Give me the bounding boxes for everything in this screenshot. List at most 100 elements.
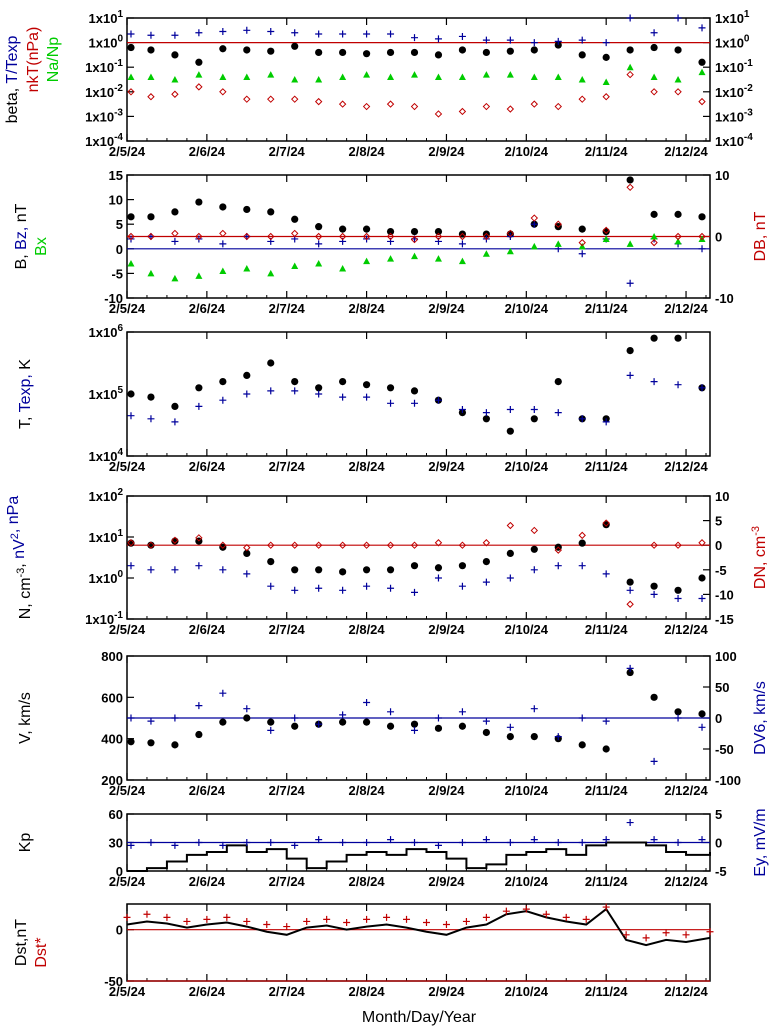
x-tick-label: 2/9/24 [428, 984, 465, 999]
data-point [339, 225, 347, 233]
data-point [434, 396, 442, 404]
data-point [602, 745, 610, 753]
data-point [482, 409, 490, 417]
data-point [458, 406, 466, 413]
data-point [650, 590, 658, 598]
y-tick-label: 30 [109, 836, 123, 851]
data-point [387, 836, 395, 844]
data-point [650, 43, 658, 52]
data-point [578, 225, 586, 233]
data-point [386, 384, 395, 392]
data-point [482, 728, 490, 737]
data-point [219, 45, 227, 53]
data-point [219, 229, 227, 238]
tick-base: 0 [715, 230, 722, 245]
data-point [482, 232, 491, 241]
data-point [506, 71, 514, 78]
data-point [387, 73, 395, 81]
data-point [338, 100, 347, 108]
data-point [195, 402, 203, 410]
x-tick-label: 2/8/24 [349, 459, 386, 474]
data-point [243, 570, 251, 578]
data-point [650, 29, 658, 37]
x-tick-label: 2/11/24 [585, 984, 628, 999]
series-na_np [127, 63, 706, 85]
data-point [506, 406, 514, 413]
data-point [674, 237, 682, 245]
y-tick-label: -50 [104, 974, 123, 989]
data-point [674, 839, 682, 846]
data-point [706, 928, 714, 936]
data-point [674, 232, 682, 241]
data-point [147, 717, 155, 725]
data-point [267, 269, 275, 277]
y-tick-label: 1x101 [89, 9, 124, 26]
data-point [403, 915, 411, 923]
data-point [434, 73, 442, 81]
axis-label-superscript: -3 [15, 568, 27, 578]
data-point [602, 78, 610, 85]
data-point [362, 102, 371, 111]
tick-base: 1x10 [715, 134, 744, 149]
data-point [195, 272, 203, 279]
data-point [291, 29, 299, 37]
x-tick-label: 2/6/24 [189, 622, 226, 637]
data-point [315, 566, 323, 574]
data-point [127, 738, 135, 746]
data-point [363, 582, 371, 590]
data-point [127, 412, 135, 420]
data-point [411, 252, 419, 260]
x-tick-label: 2/9/24 [428, 783, 465, 798]
data-point [267, 47, 275, 55]
data-point [163, 913, 171, 921]
data-point [147, 31, 155, 39]
data-point [243, 26, 251, 34]
data-point [434, 51, 443, 59]
tick-exponent: -4 [744, 132, 753, 143]
x-tick-label: 2/7/24 [269, 874, 306, 889]
x-tick-label: 2/10/24 [505, 984, 549, 999]
data-point [127, 232, 135, 241]
data-point [622, 931, 630, 939]
y-tick-label: 1x10-3 [715, 107, 753, 124]
data-point [291, 95, 299, 103]
data-point [434, 227, 443, 236]
plot-frame [126, 495, 711, 620]
data-point [458, 46, 467, 54]
data-point [458, 73, 466, 81]
x-tick-label: 2/11/24 [585, 874, 628, 889]
data-point [554, 220, 562, 228]
data-point [578, 76, 586, 83]
tick-base: 800 [101, 649, 123, 664]
axis-label-part: Na/Np [45, 37, 62, 82]
y-tick-label: -5 [715, 864, 727, 879]
y-tick-label: 1x106 [89, 323, 124, 340]
x-tick-label: 2/8/24 [349, 984, 386, 999]
data-point [147, 73, 155, 81]
data-point [147, 46, 155, 54]
x-tick-label: 2/6/24 [189, 301, 226, 316]
data-point [578, 741, 586, 749]
data-point [542, 910, 550, 918]
data-point [482, 48, 490, 57]
data-point [147, 839, 155, 846]
axis-label-part: T/Texp [4, 36, 21, 84]
axis-label-part: K [17, 359, 34, 370]
data-point [147, 93, 155, 101]
data-point [578, 415, 586, 423]
data-point [674, 76, 682, 83]
y-tick-label: -5 [715, 563, 727, 578]
y-tick-label: 1x10-3 [85, 107, 123, 124]
data-point [362, 566, 371, 574]
data-point [530, 705, 538, 713]
axis-label-part: N, cm [17, 577, 34, 619]
data-point [554, 41, 562, 49]
data-point [411, 399, 419, 407]
data-point [387, 584, 395, 592]
x-tick-label: 2/5/24 [109, 874, 146, 889]
data-point [674, 381, 682, 389]
data-point [171, 274, 179, 282]
data-point [650, 757, 658, 765]
data-point [223, 913, 231, 921]
